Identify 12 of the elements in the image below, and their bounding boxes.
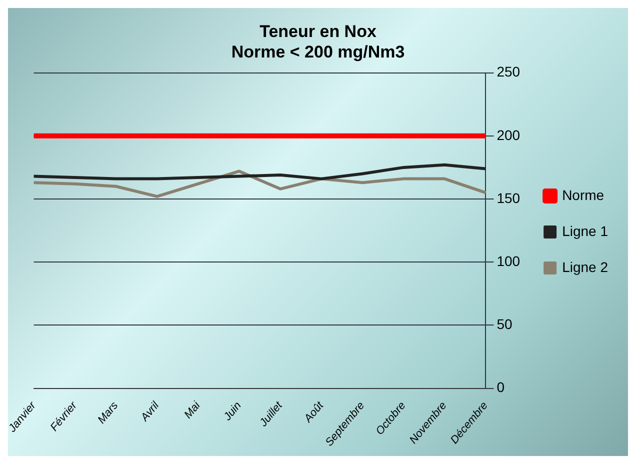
y-tick-label: 200 xyxy=(496,126,520,143)
legend-label: Ligne 1 xyxy=(562,222,608,239)
legend-label: Ligne 2 xyxy=(562,258,608,275)
y-tick-label: 0 xyxy=(496,379,505,396)
legend-label: Norme xyxy=(562,186,604,203)
y-tick-label: 50 xyxy=(496,316,512,332)
y-tick-label: 150 xyxy=(496,190,520,206)
y-tick-label: 100 xyxy=(496,252,520,269)
x-tick-label: Juin xyxy=(221,400,244,424)
x-tick-label: Mai xyxy=(182,399,204,422)
y-tick-label: 250 xyxy=(496,64,520,80)
chart-title: Teneur en Nox Norme < 200 mg/Nm3 xyxy=(231,22,405,62)
